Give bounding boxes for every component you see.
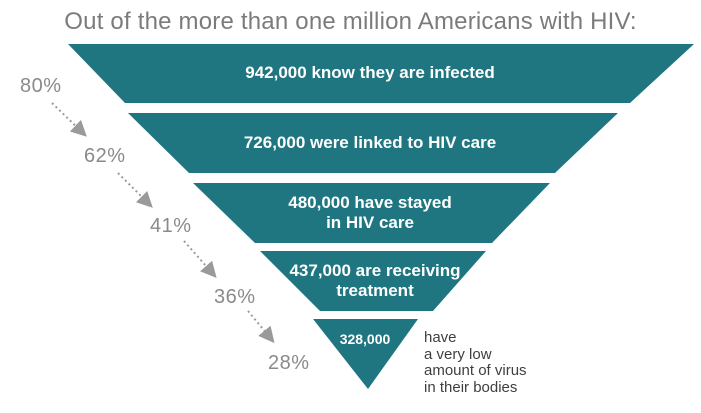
last-step-note-line-3: amount of virus xyxy=(424,362,527,379)
step-percent-2: 62% xyxy=(84,145,126,167)
step-label-2-line-1: 726,000 were linked to HIV care xyxy=(243,133,497,152)
page-title: Out of the more than one million America… xyxy=(64,8,637,35)
funnel-band-5 xyxy=(313,319,418,389)
step-label-4-line-1: 437,000 are receiving xyxy=(289,261,461,280)
step-arrow-3 xyxy=(183,240,217,278)
funnel-band-2 xyxy=(128,113,618,173)
step-label-5-line-1: 328,000 xyxy=(339,331,391,347)
step-label-3-line-1: 480,000 have stayed xyxy=(288,193,452,212)
step-arrow-2 xyxy=(117,172,153,208)
funnel-band-4 xyxy=(260,251,486,311)
step-label-1: 942,000 know they are infected xyxy=(205,63,535,83)
last-step-note-line-2: a very low xyxy=(424,345,492,363)
step-label-4: 437,000 are receiving treatment xyxy=(260,261,490,301)
step-label-1-line-1: 942,000 know they are infected xyxy=(245,63,495,82)
step-arrow-4 xyxy=(247,310,275,344)
last-step-note: have a very low amount of virus in their… xyxy=(424,329,594,396)
step-arrow-1 xyxy=(51,102,87,137)
funnel-band-3 xyxy=(193,183,550,243)
step-label-2: 726,000 were linked to HIV care xyxy=(200,133,540,153)
last-step-note-line-1: have xyxy=(424,329,457,346)
step-percent-5: 28% xyxy=(268,352,310,374)
step-percent-3: 41% xyxy=(150,215,192,237)
step-label-5: 328,000 xyxy=(320,329,410,349)
last-step-note-line-4: in their bodies xyxy=(424,378,518,396)
step-percent-4: 36% xyxy=(214,286,256,308)
step-percent-1: 80% xyxy=(20,75,62,97)
step-label-3: 480,000 have stayed in HIV care xyxy=(240,193,500,233)
step-label-4-line-2: treatment xyxy=(336,281,414,300)
step-label-3-line-2: in HIV care xyxy=(326,213,414,232)
funnel-band-1 xyxy=(68,44,694,103)
